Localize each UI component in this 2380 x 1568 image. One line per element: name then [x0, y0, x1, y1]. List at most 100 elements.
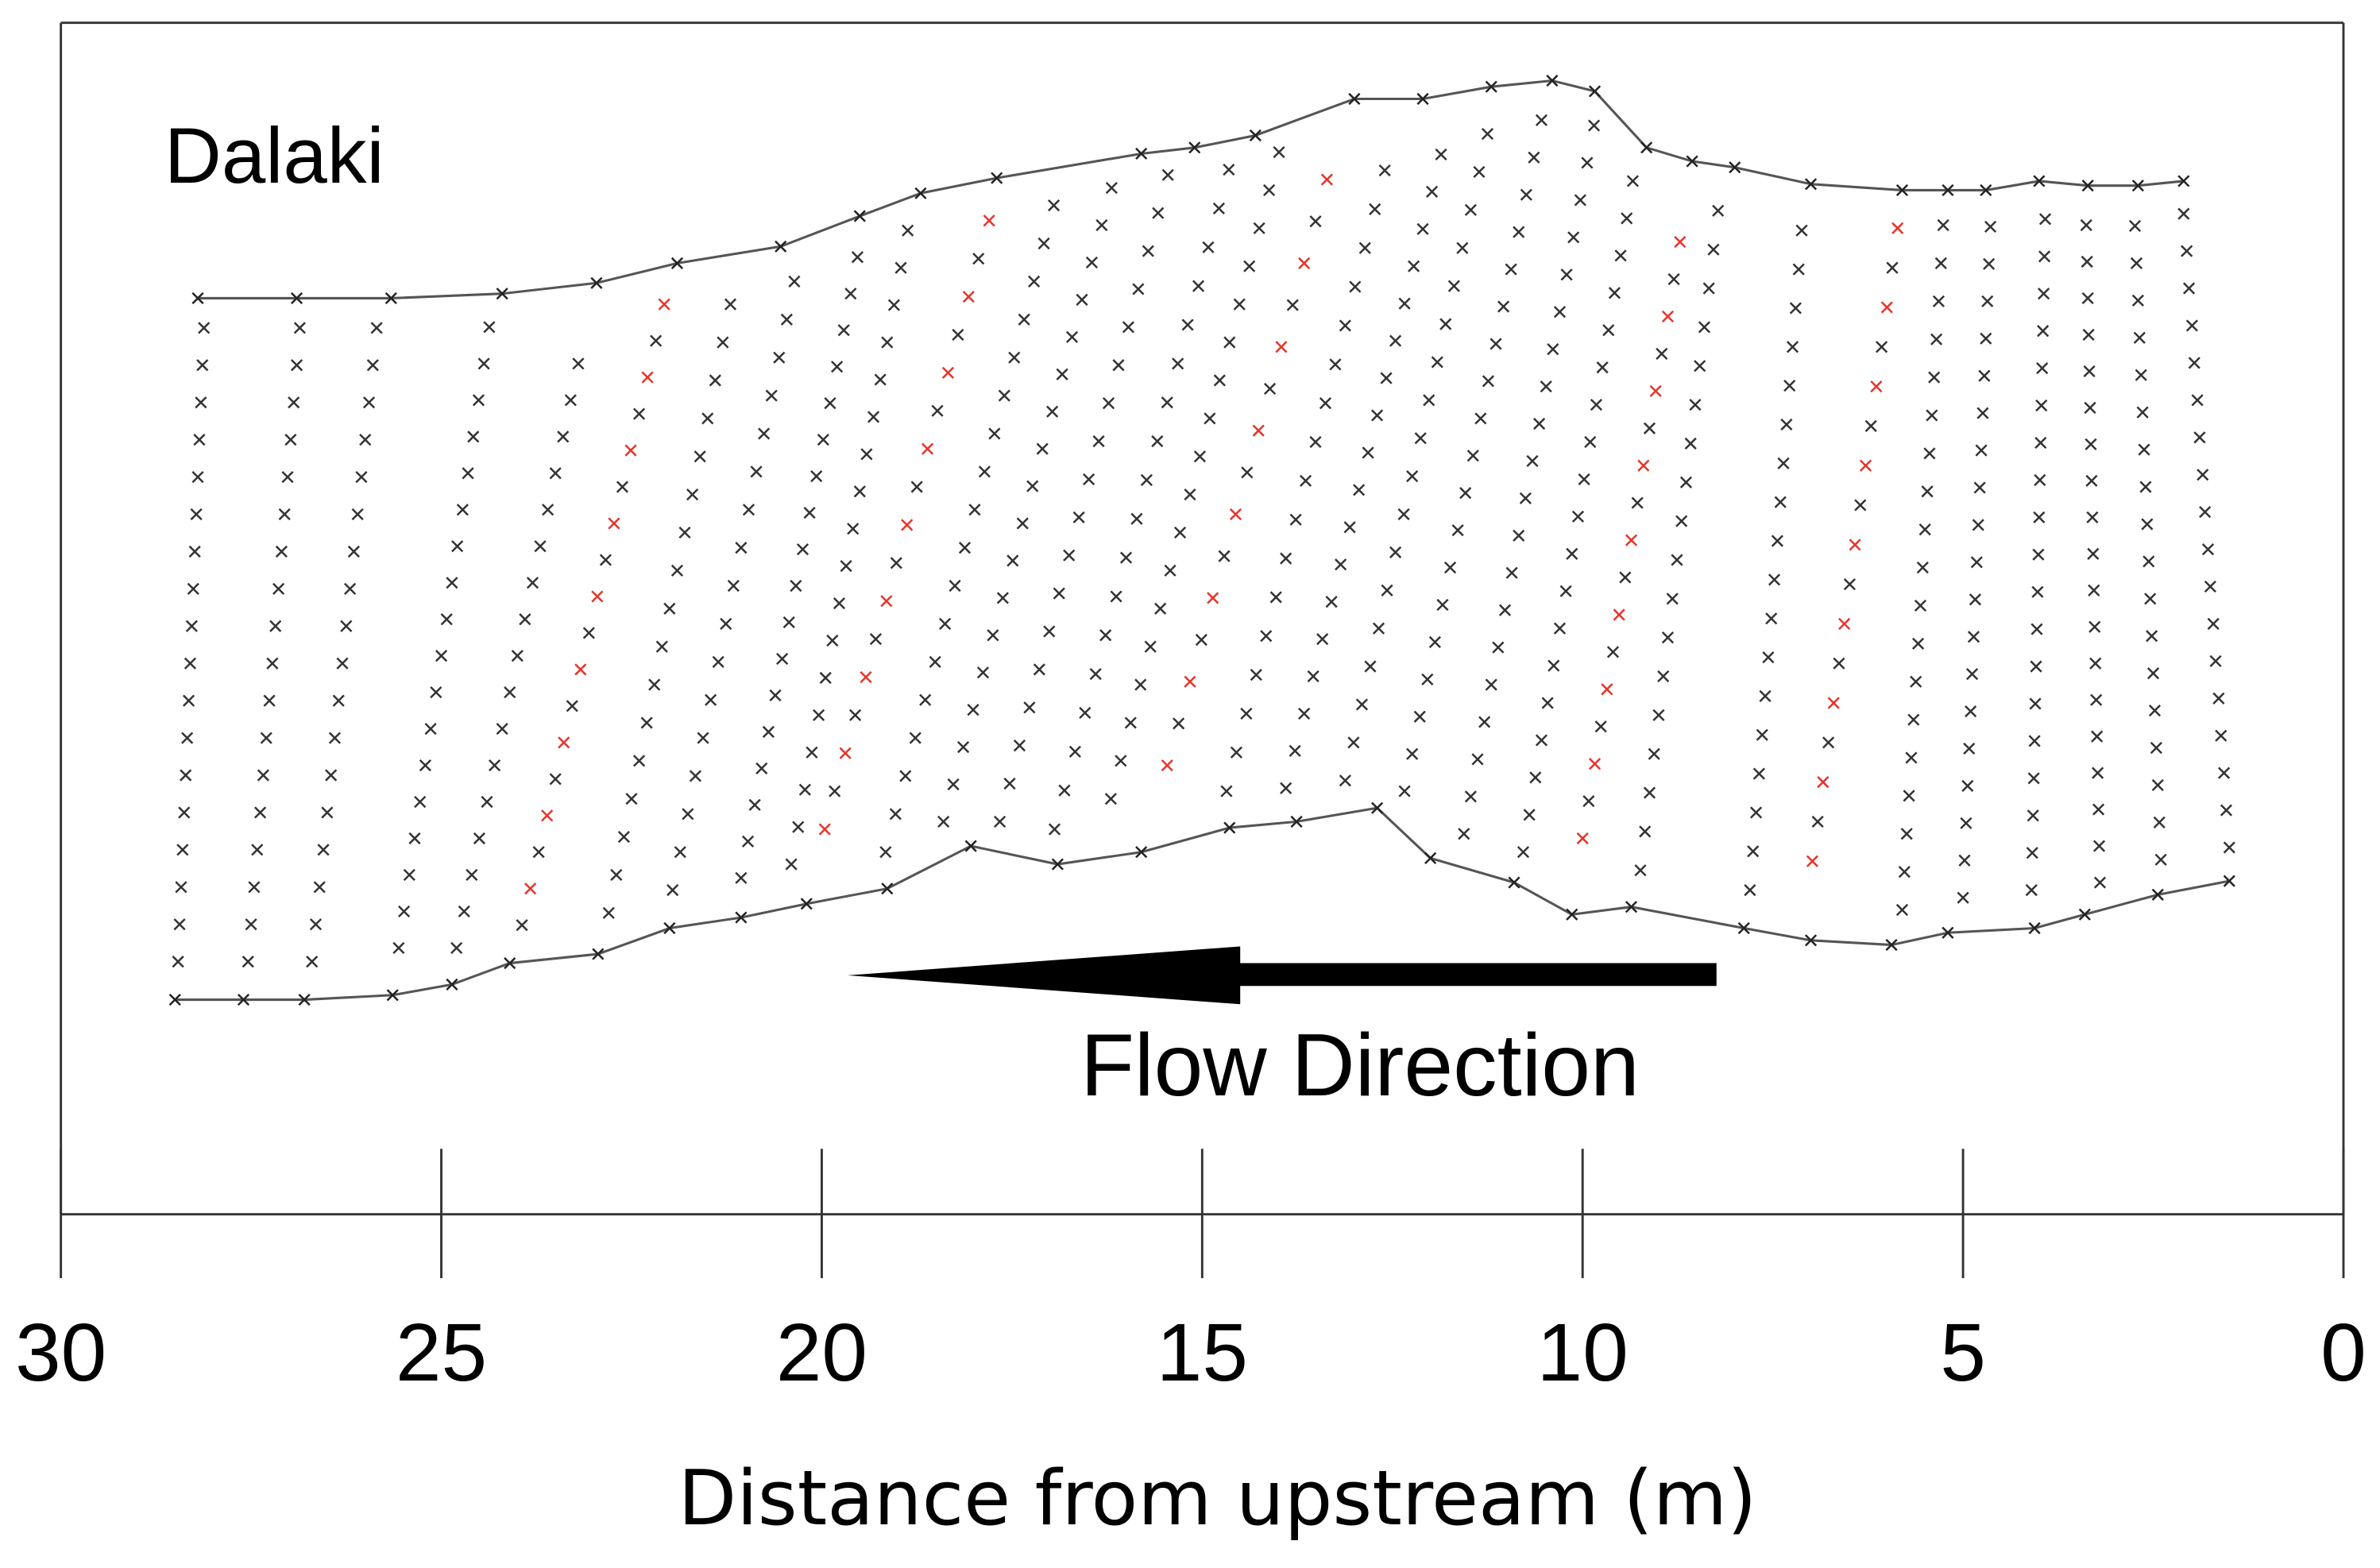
survey-point: [1343, 521, 1356, 534]
survey-point: [2141, 518, 2154, 531]
bank-point: [1566, 908, 1578, 921]
survey-point: [650, 334, 663, 347]
survey-point: [591, 590, 604, 603]
survey-point: [2033, 511, 2046, 523]
survey-point: [2135, 369, 2147, 381]
survey-point: [1398, 297, 1411, 310]
survey-point: [557, 431, 570, 443]
survey-point: [1849, 539, 1861, 551]
survey-point: [1173, 526, 1187, 539]
survey-point: [2131, 294, 2144, 307]
survey-point: [837, 324, 850, 337]
survey-point: [1578, 473, 1590, 485]
survey-point: [1895, 903, 1909, 917]
survey-point: [1184, 488, 1196, 501]
survey-point: [889, 808, 902, 821]
survey-point: [1023, 701, 1036, 714]
survey-point: [293, 322, 306, 334]
survey-point: [1980, 332, 1992, 345]
survey-point: [874, 373, 887, 386]
survey-point: [2144, 593, 2157, 605]
survey-point: [450, 941, 463, 954]
survey-point: [1671, 554, 1683, 566]
survey-point: [1298, 257, 1311, 269]
survey-point: [472, 394, 485, 407]
bank-point: [2223, 875, 2235, 887]
survey-point: [2218, 767, 2231, 779]
survey-point: [769, 689, 782, 702]
bank-point: [386, 989, 399, 1002]
bank-point: [1485, 80, 1497, 93]
survey-point: [705, 693, 717, 706]
survey-point: [939, 617, 952, 630]
survey-point: [1289, 513, 1302, 526]
survey-point: [195, 396, 207, 409]
survey-point: [978, 465, 991, 478]
survey-point: [272, 582, 285, 595]
survey-point: [1967, 631, 1980, 643]
survey-point: [1780, 418, 1793, 431]
survey-point: [1083, 473, 1095, 485]
survey-point: [788, 275, 801, 288]
survey-point: [408, 832, 421, 845]
survey-point: [1634, 864, 1647, 877]
survey-point: [1529, 771, 1542, 784]
survey-point: [610, 868, 623, 882]
survey-point: [1307, 670, 1319, 683]
survey-point: [2026, 809, 2039, 822]
survey-point: [178, 806, 191, 819]
survey-point: [1649, 384, 1662, 397]
survey-point: [1606, 646, 1620, 658]
survey-point: [198, 322, 211, 334]
survey-point: [1151, 434, 1164, 448]
x-tick-label: 5: [1940, 1306, 1986, 1398]
survey-point: [853, 485, 866, 498]
survey-point: [599, 554, 612, 566]
survey-point: [1056, 368, 1068, 380]
survey-point: [2138, 443, 2150, 456]
survey-point: [1643, 786, 1656, 799]
survey-point: [466, 868, 478, 882]
survey-point: [1652, 709, 1665, 721]
survey-point: [1053, 587, 1065, 600]
survey-point: [1309, 215, 1322, 228]
survey-point: [1614, 249, 1627, 262]
survey-point: [196, 359, 209, 372]
survey-point: [1505, 566, 1518, 579]
survey-point: [1912, 637, 1925, 650]
survey-point: [451, 540, 464, 553]
survey-point: [1058, 784, 1071, 797]
survey-point: [1870, 380, 1883, 393]
survey-point: [735, 542, 748, 554]
survey-point: [632, 755, 646, 767]
survey-point: [758, 427, 771, 440]
survey-point: [1960, 817, 1972, 829]
survey-point: [2090, 693, 2103, 706]
survey-point: [1164, 564, 1176, 577]
survey-point: [1006, 554, 1019, 567]
survey-point: [1154, 602, 1167, 615]
survey-point: [1547, 659, 1560, 672]
bank-point: [1885, 938, 1898, 952]
x-tick-label: 15: [1157, 1306, 1248, 1398]
survey-point: [467, 431, 480, 443]
survey-point: [526, 577, 539, 589]
survey-point: [1698, 321, 1711, 334]
survey-point: [748, 798, 761, 811]
survey-point: [1907, 713, 1920, 726]
survey-point: [674, 846, 686, 859]
survey-point: [899, 770, 912, 782]
survey-point: [1223, 164, 1235, 176]
survey-point: [1353, 484, 1366, 496]
survey-point: [641, 371, 654, 384]
survey-point: [180, 769, 192, 782]
survey-point: [1037, 237, 1050, 250]
survey-point: [829, 785, 841, 798]
survey-point: [1122, 321, 1135, 334]
survey-point: [833, 597, 846, 610]
survey-point: [1886, 261, 1899, 274]
bank-point: [1686, 155, 1698, 168]
bank-point: [670, 257, 684, 269]
survey-point: [1451, 523, 1464, 537]
survey-point: [332, 694, 345, 707]
